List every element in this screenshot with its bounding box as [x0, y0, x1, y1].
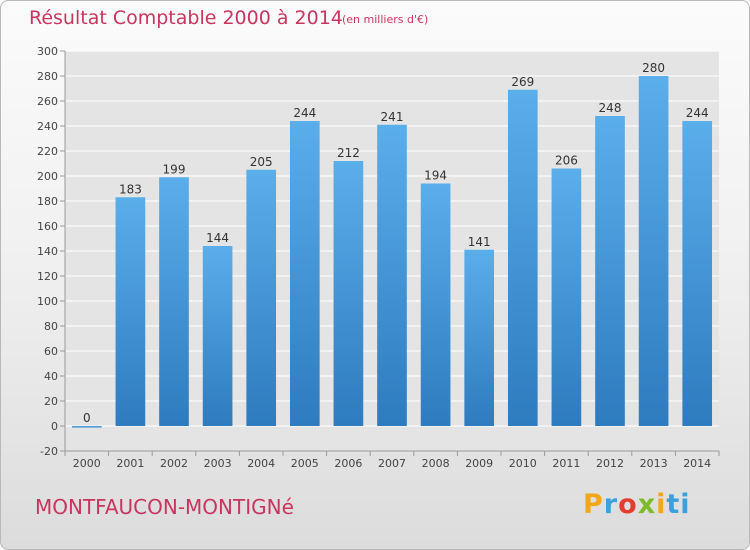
value-label: 280: [642, 61, 665, 75]
value-label: 212: [337, 146, 360, 160]
y-tick-label: 200: [37, 170, 58, 183]
logo-letter: i: [656, 489, 667, 520]
y-tick-label: 0: [51, 420, 58, 433]
bar: [333, 161, 364, 426]
bar: [115, 197, 146, 426]
location-name: MONTFAUCON-MONTIGNé: [35, 495, 294, 519]
x-tick-label: 2003: [204, 457, 232, 470]
x-tick-label: 2008: [422, 457, 450, 470]
y-tick-label: 280: [37, 70, 58, 83]
x-tick-label: 2010: [509, 457, 537, 470]
x-tick-label: 2013: [640, 457, 668, 470]
y-tick-label: 180: [37, 195, 58, 208]
bar: [551, 168, 582, 426]
bar: [420, 183, 451, 426]
bar: [595, 116, 625, 426]
y-tick-label: 120: [37, 270, 58, 283]
value-label: 244: [686, 106, 709, 120]
bar: [71, 426, 102, 428]
x-tick-label: 2005: [291, 457, 319, 470]
label-layer: 0 2000 183 2001 199 2002 144 2003 205 2004 244 2005…: [73, 61, 711, 470]
y-tick-label: 260: [37, 95, 58, 108]
x-tick-label: 2011: [552, 457, 580, 470]
bar: [246, 169, 277, 426]
x-tick-label: 2006: [334, 457, 362, 470]
y-tick-label: 20: [44, 395, 58, 408]
value-label: 269: [511, 75, 534, 89]
bar: [682, 121, 713, 426]
y-tick-label: 140: [37, 245, 58, 258]
y-tick-label: 220: [37, 145, 58, 158]
x-tick-label: 2014: [683, 457, 711, 470]
chart-title: Résultat Comptable 2000 à 2014: [29, 7, 343, 29]
chart-subtitle: (en milliers d'€): [342, 13, 429, 26]
bar-layer: [71, 76, 713, 428]
logo-letter: x: [637, 489, 657, 520]
bar: [377, 124, 407, 426]
value-label: 199: [163, 162, 186, 176]
y-tick-label: 40: [44, 370, 58, 383]
value-label: 206: [555, 154, 578, 168]
logo-letter: P: [583, 489, 604, 520]
value-label: 194: [424, 169, 447, 183]
logo-letter: r: [603, 489, 619, 520]
value-label: 244: [293, 106, 316, 120]
x-tick-label: 2004: [247, 457, 275, 470]
value-label: 183: [119, 182, 142, 196]
y-tick-label: 100: [37, 295, 58, 308]
y-tick-label: 80: [44, 320, 58, 333]
bar: [289, 121, 320, 426]
x-tick-label: 2007: [378, 457, 406, 470]
x-tick-label: 2012: [596, 457, 624, 470]
x-tick-label: 2002: [160, 457, 188, 470]
y-tick-label: 60: [44, 345, 58, 358]
value-label: 144: [206, 231, 229, 245]
bar: [507, 89, 538, 426]
y-tick-label: 300: [37, 45, 58, 58]
bar: [638, 76, 669, 426]
value-label: 241: [381, 110, 404, 124]
bar: [159, 177, 189, 426]
value-label: 205: [250, 155, 273, 169]
value-label: 141: [468, 235, 491, 249]
proxiti-logo: Proxiti: [583, 489, 691, 520]
axis-layer: -20 0 20 40 60 80 100 120 140 160 180 200 220 240 260 2…: [37, 45, 720, 458]
x-tick-label: 2001: [116, 457, 144, 470]
x-tick-label: 2009: [465, 457, 493, 470]
y-tick-label: 240: [37, 120, 58, 133]
x-tick-label: 2000: [73, 457, 101, 470]
y-tick-label: -20: [40, 445, 58, 458]
logo-letter: o: [618, 489, 638, 520]
bar: [202, 246, 233, 426]
logo-letter: ti: [666, 489, 691, 520]
value-label: 248: [599, 101, 622, 115]
bar: [464, 249, 495, 426]
value-label: 0: [83, 411, 91, 425]
y-tick-label: 160: [37, 220, 58, 233]
